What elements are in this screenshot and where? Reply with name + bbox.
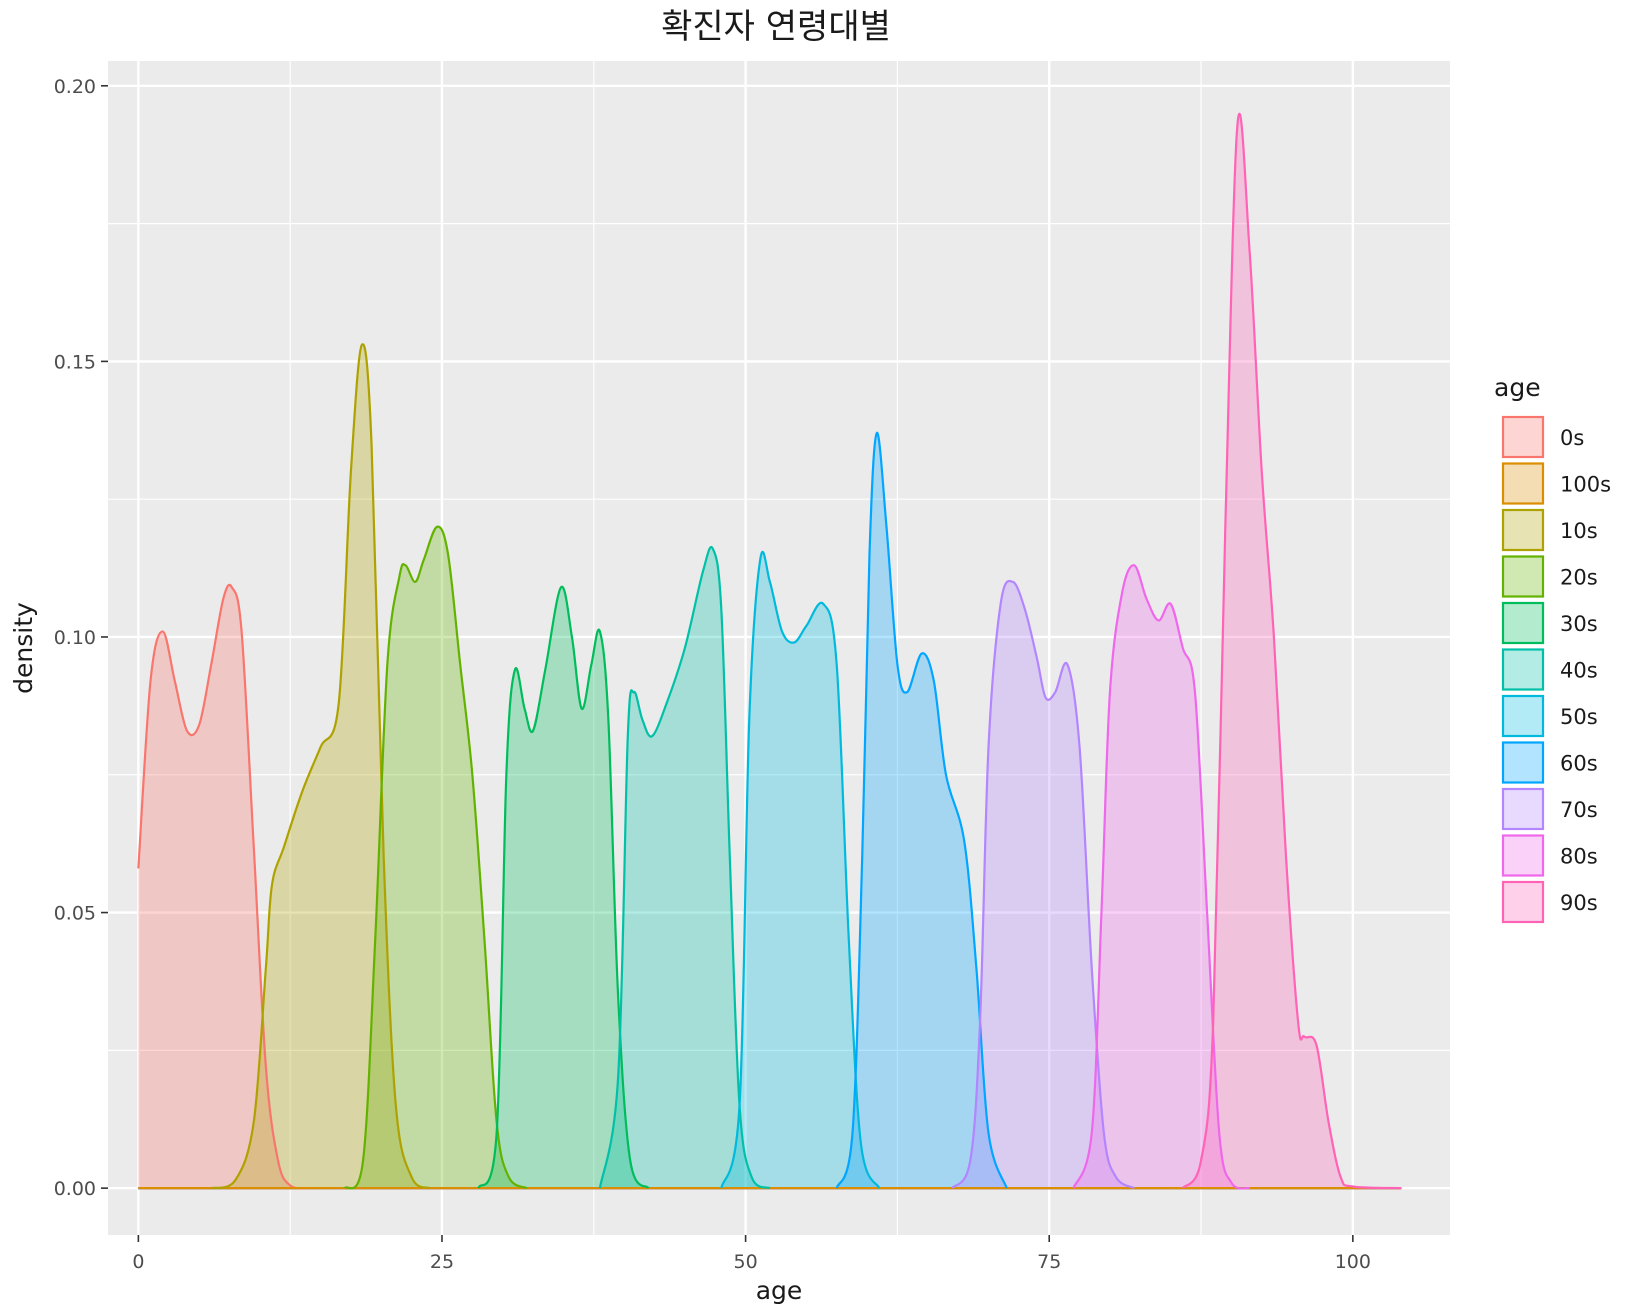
legend-label-90s: 90s [1560,891,1598,915]
density-area-90s [1182,113,1402,1189]
x-tick-label: 0 [132,1251,144,1273]
axes: 0 25 50 75 100 0.00 0.05 0.10 0.15 0.20 [54,76,1371,1273]
density-line-50s [720,550,881,1189]
density-line-60s [835,431,1008,1189]
x-tick-label: 75 [1037,1251,1061,1273]
density-line-30s [477,585,650,1189]
density-area-30s [478,586,649,1189]
density-line-90s [1181,112,1402,1190]
legend-key-90s [1501,880,1545,924]
density-area-0s [138,584,309,1189]
legend-key-80s [1501,834,1545,877]
x-tick-label: 25 [430,1251,454,1273]
x-tick-label: 100 [1335,1251,1371,1273]
legend-key-0s [1501,415,1545,459]
density-line-0s [137,583,309,1190]
density-line-20s [343,525,528,1190]
y-tick-label: 0.20 [54,76,96,98]
legend-label-100s: 100s [1560,473,1611,497]
density-areas [137,112,1402,1190]
density-area-70s [952,581,1135,1189]
chart-title: 확진자 연령대별 [661,7,891,47]
plot-panel [108,61,1450,1235]
y-tick-label: 0.05 [54,903,96,925]
y-tick-label: 0.00 [54,1178,96,1200]
density-area-60s [836,432,1007,1189]
legend-key-70s [1501,787,1545,831]
legend-key-50s [1501,694,1545,738]
legend-label-20s: 20s [1560,566,1598,590]
legend-label-40s: 40s [1560,659,1598,683]
legend-key-100s [1501,462,1545,505]
density-area-50s [721,551,880,1189]
legend-key-20s [1501,555,1545,598]
density-area-40s [599,547,770,1189]
y-tick-label: 0.10 [54,627,96,649]
density-line-10s [210,343,431,1190]
x-axis-title: age [756,1276,803,1305]
legend-key-40s [1501,648,1545,691]
legend-label-50s: 50s [1560,705,1598,729]
legend-key-60s [1501,741,1545,784]
legend-label-70s: 70s [1560,798,1598,822]
legend-key-30s [1501,601,1545,645]
legend-label-0s: 0s [1560,426,1584,450]
legend-label-10s: 10s [1560,519,1598,543]
legend-label-30s: 30s [1560,612,1598,636]
legend-label-60s: 60s [1560,752,1598,776]
y-tick-label: 0.15 [54,351,96,373]
legend-key-10s [1501,508,1545,552]
density-line-70s [951,579,1135,1190]
density-line-40s [598,546,771,1190]
legend-label-80s: 80s [1560,845,1598,869]
density-area-80s [1073,565,1250,1189]
legend-title: age [1494,373,1541,402]
x-tick-label: 50 [734,1251,758,1273]
y-axis-title: density [9,602,38,694]
legend: age 0s 100s 10s 20s 30s 40s 50s 60s 70s 80s 90s [1494,373,1611,924]
